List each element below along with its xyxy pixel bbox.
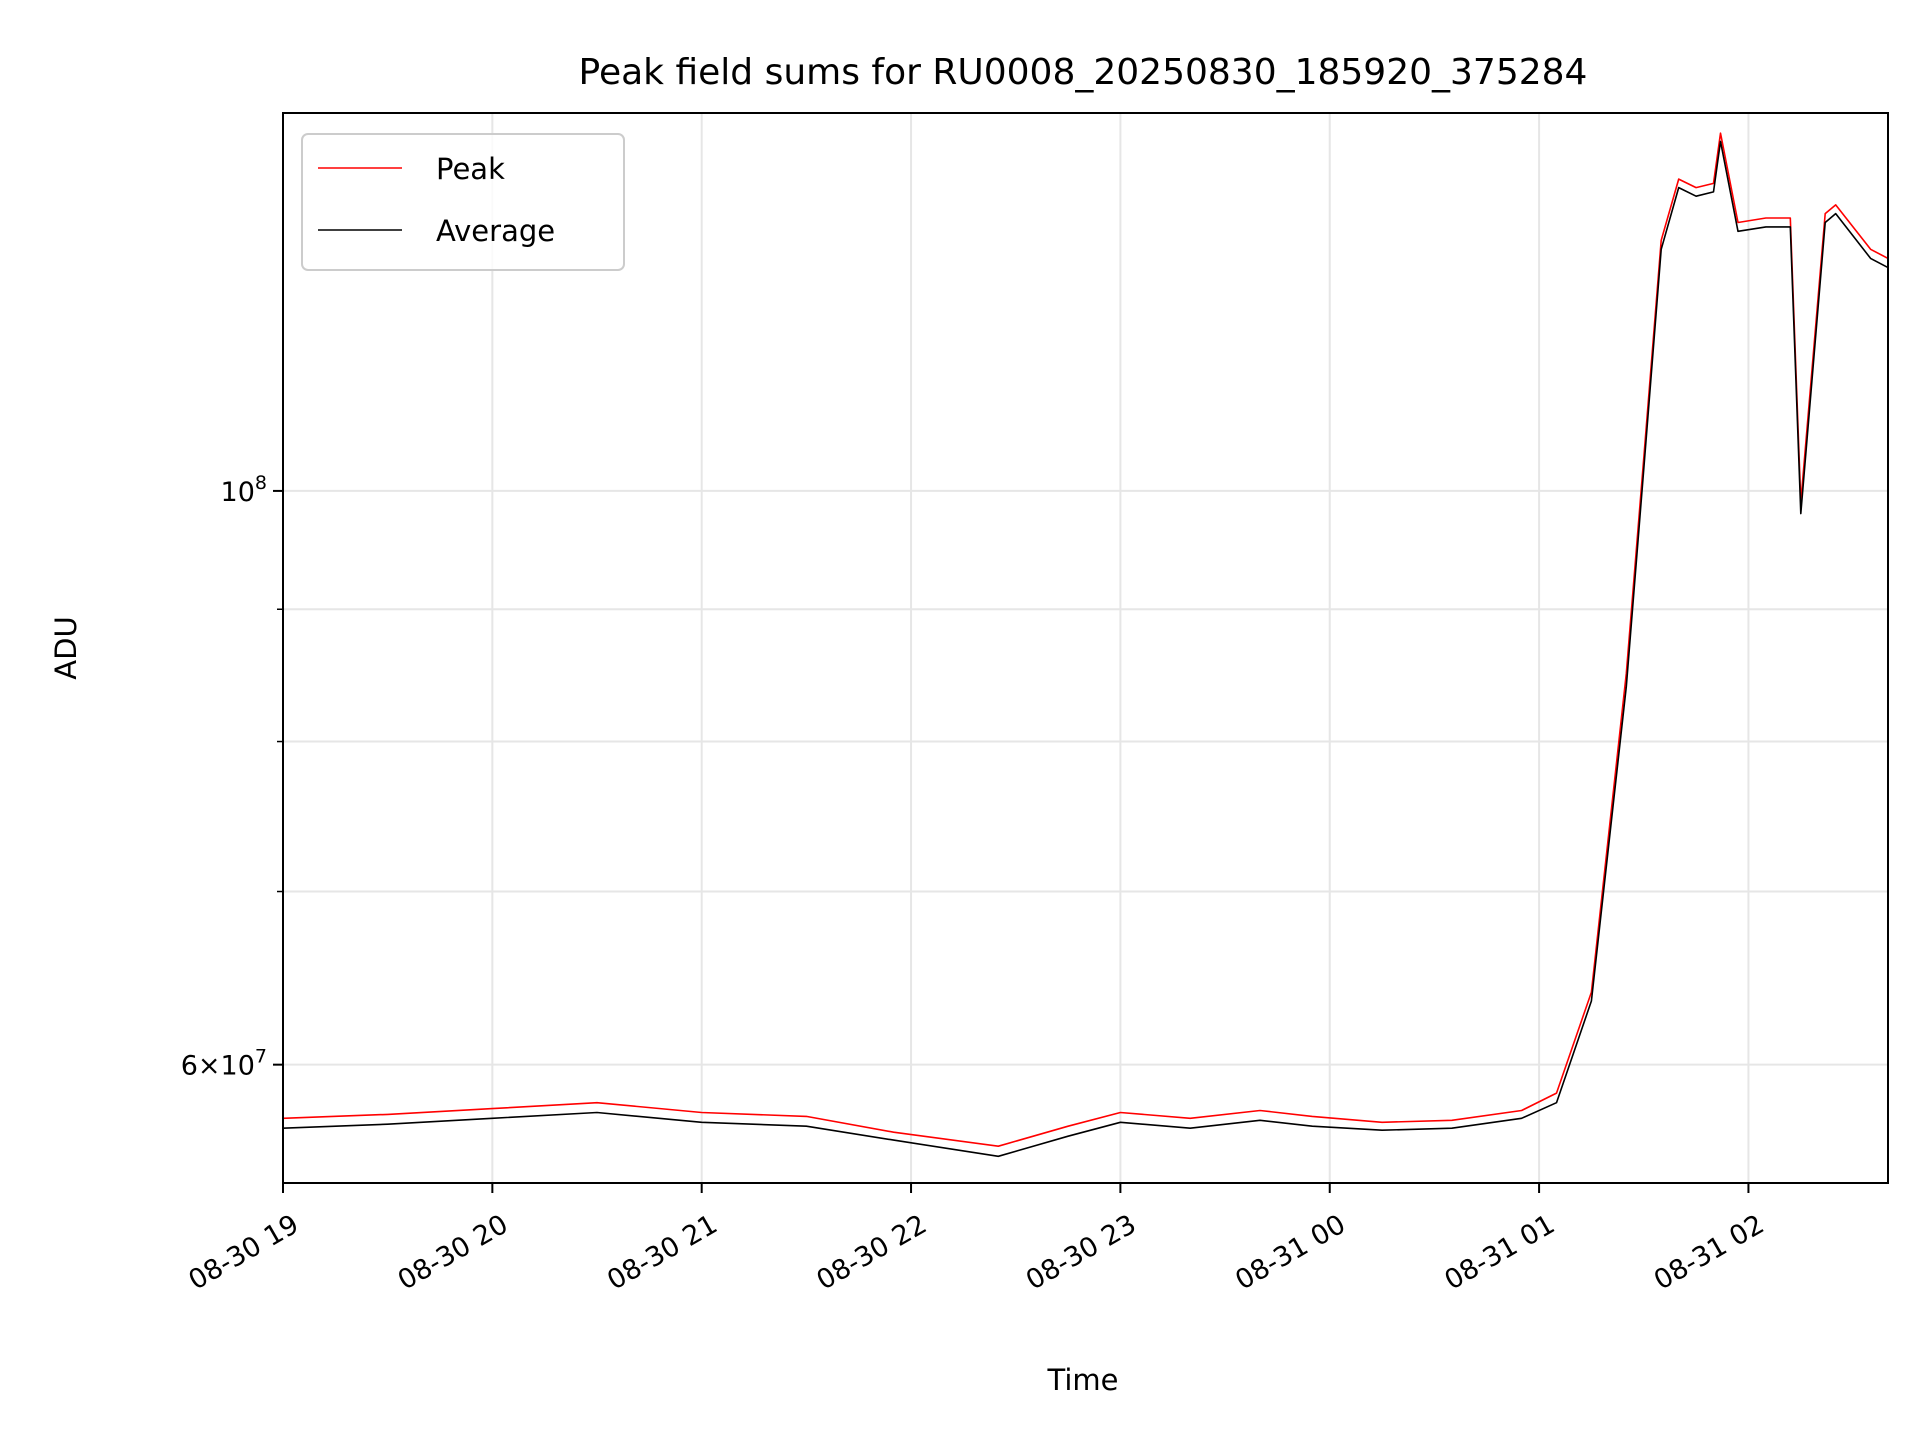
legend: Peak Average (301, 133, 625, 271)
y-tick-label: 6×107 (181, 1046, 267, 1082)
y-tick-label: 108 (221, 472, 267, 508)
y-axis-label: ADU (49, 616, 83, 679)
legend-peak-label: Peak (436, 152, 505, 186)
plot-frame (282, 112, 1889, 1184)
series-line-peak (282, 132, 1889, 1147)
legend-average-label: Average (436, 214, 555, 248)
chart-title: Peak field sums for RU0008_20250830_1859… (579, 52, 1588, 93)
y-axis: 6×107 108 (181, 472, 283, 1082)
series-layer (282, 132, 1889, 1158)
x-axis-label: Time (1047, 1363, 1119, 1397)
series-line-average (282, 140, 1889, 1158)
